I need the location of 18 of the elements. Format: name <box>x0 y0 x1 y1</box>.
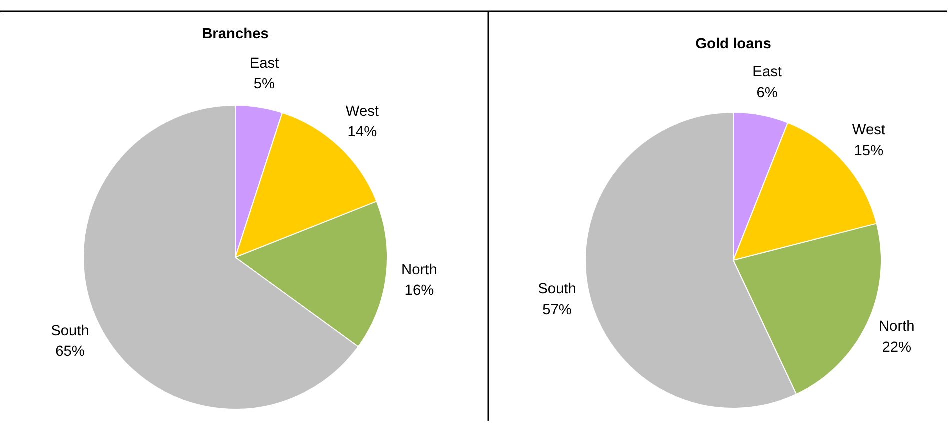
data-label: 14% <box>348 124 378 141</box>
slice-label: East <box>752 64 782 81</box>
data-label: 57% <box>542 302 572 318</box>
data-label: 6% <box>756 86 778 102</box>
slice-label: West <box>346 104 380 120</box>
data-label: 22% <box>882 340 912 356</box>
slice-label: South <box>51 323 90 340</box>
chart-title: Branches <box>202 26 269 42</box>
slice-label: West <box>852 122 886 139</box>
slice-label: South <box>538 281 576 298</box>
data-label: 65% <box>56 344 85 360</box>
slice-label: East <box>250 56 280 72</box>
data-label: 16% <box>404 283 434 300</box>
slice-label: North <box>402 262 438 278</box>
slice-label: North <box>878 318 915 335</box>
data-label: 15% <box>854 143 884 160</box>
data-label: 5% <box>254 76 276 93</box>
chart-title: Gold loans <box>696 36 772 52</box>
